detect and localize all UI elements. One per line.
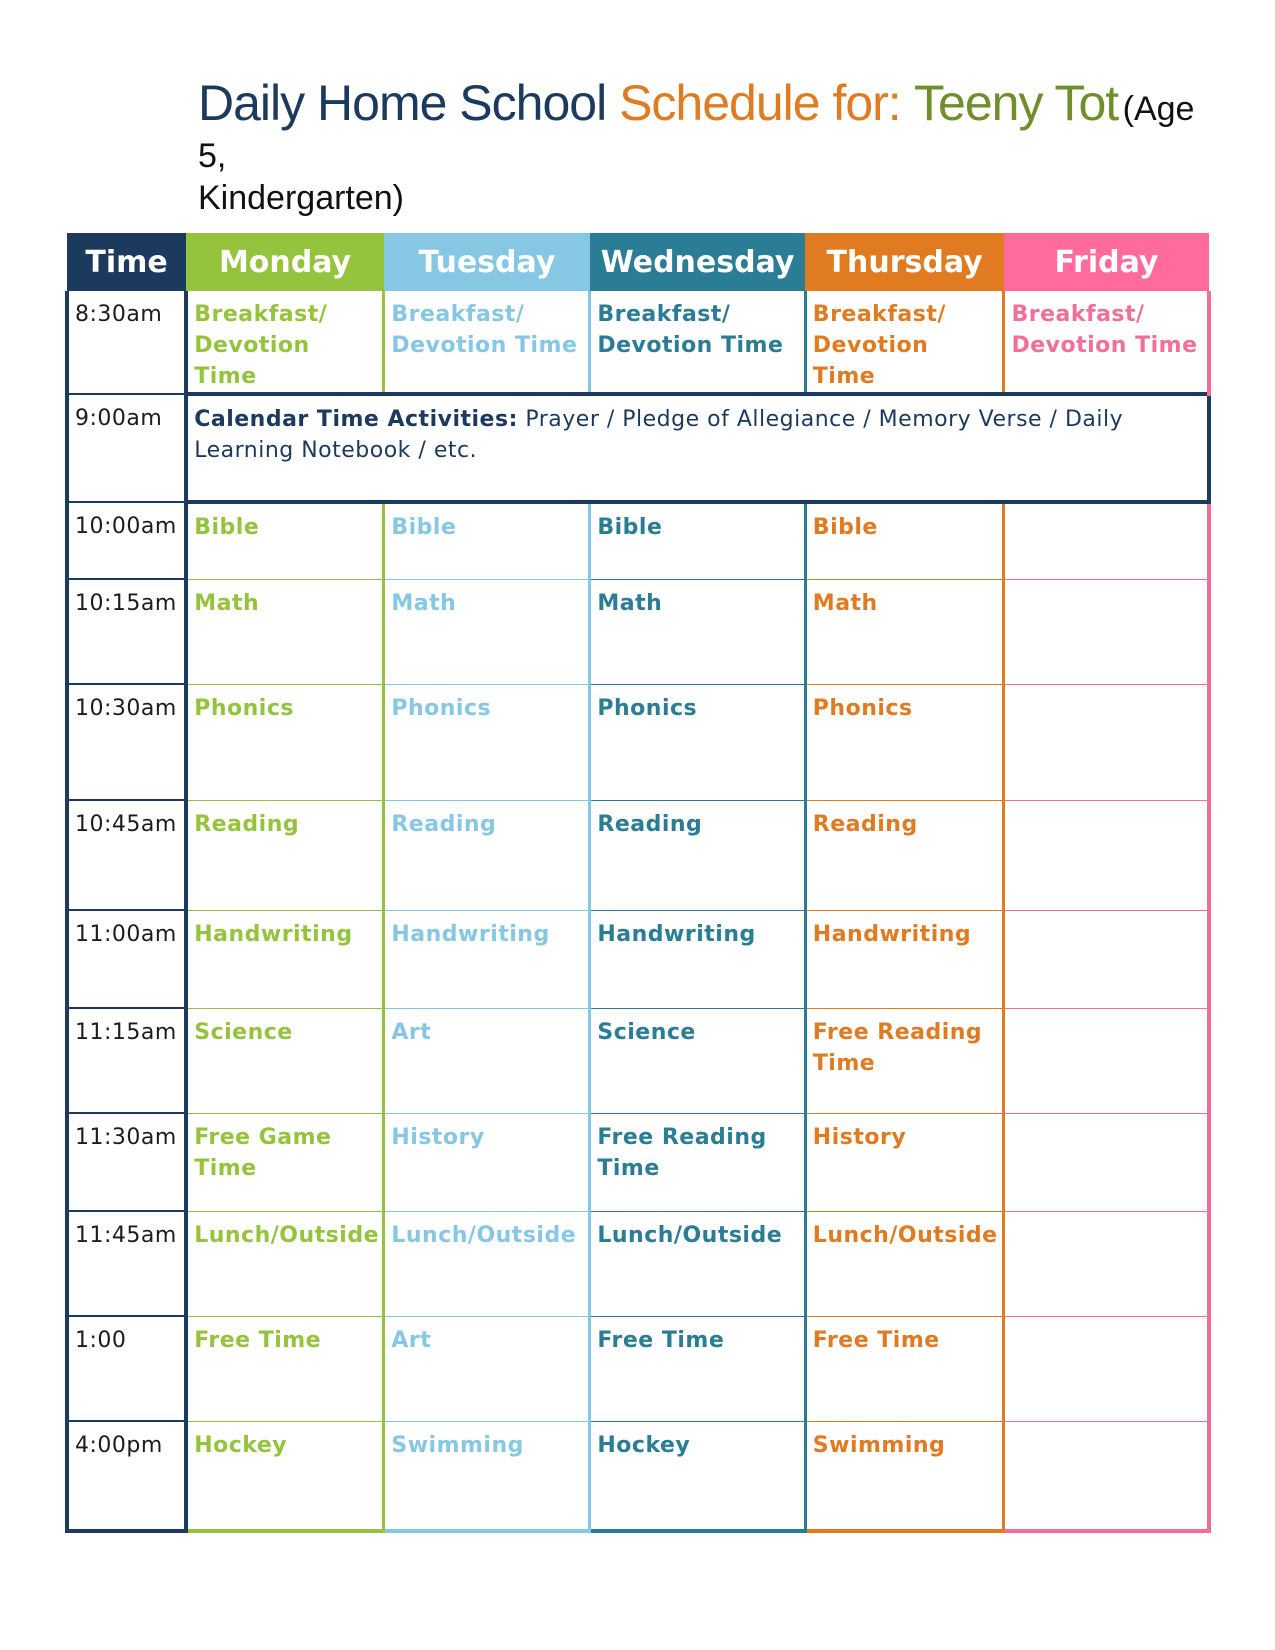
tuesday-cell: Phonics [383, 684, 592, 801]
wednesday-cell: Free Time [589, 1316, 807, 1422]
time-cell: 10:15am [64, 579, 189, 685]
header-tuesday: Tuesday [383, 233, 590, 291]
tuesday-cell: Math [383, 579, 592, 685]
wednesday-cell: Reading [589, 800, 807, 911]
tuesday-cell: Art [383, 1316, 592, 1422]
monday-cell: Free Time [186, 1316, 386, 1422]
header-wednesday: Wednesday [589, 233, 806, 291]
time-cell: 10:30am [64, 684, 189, 801]
friday-cell [1003, 1211, 1212, 1317]
time-cell: 11:00am [64, 910, 189, 1009]
thursday-cell: Breakfast/ Devotion Time [805, 291, 1006, 395]
monday-cell: Reading [186, 800, 386, 911]
tuesday-cell: Lunch/Outside [383, 1211, 592, 1317]
tuesday-cell: Swimming [383, 1421, 592, 1533]
wednesday-cell: Hockey [589, 1421, 807, 1533]
header-thursday: Thursday [805, 233, 1004, 291]
table-row: 11:45am Lunch/Outside Lunch/Outside Lunc… [64, 1211, 1212, 1317]
calendar-text: Prayer / Pledge of Allegiance / Memory V… [194, 407, 1124, 463]
table-row: 11:00am Handwriting Handwriting Handwrit… [64, 910, 1212, 1009]
tuesday-cell: Handwriting [383, 910, 592, 1009]
time-cell: 10:45am [64, 800, 189, 911]
time-cell: 1:00 [64, 1316, 189, 1422]
friday-cell: Breakfast/ Devotion Time [1003, 291, 1212, 395]
friday-cell [1003, 800, 1212, 911]
friday-cell [1003, 579, 1212, 685]
title-part-1: Daily Home School [198, 75, 620, 131]
friday-cell [1003, 1113, 1212, 1212]
monday-cell: Hockey [186, 1421, 386, 1533]
thursday-cell: Handwriting [805, 910, 1006, 1009]
tuesday-cell: Bible [383, 502, 592, 580]
wednesday-cell: Breakfast/ Devotion Time [589, 291, 807, 395]
header-time: Time [67, 233, 187, 291]
thursday-cell: Lunch/Outside [805, 1211, 1006, 1317]
table-row: 10:30am Phonics Phonics Phonics Phonics [64, 684, 1212, 801]
wednesday-cell: Math [589, 579, 807, 685]
time-cell: 4:00pm [64, 1421, 189, 1533]
thursday-cell: Math [805, 579, 1006, 685]
calendar-row: 9:00am Calendar Time Activities: Prayer … [64, 392, 1211, 504]
monday-cell: Free Game Time [186, 1113, 386, 1212]
time-cell: 11:30am [64, 1113, 189, 1212]
wednesday-cell: Handwriting [589, 910, 807, 1009]
table-row: 10:15am Math Math Math Math [64, 579, 1212, 685]
header-row: Time Monday Tuesday Wednesday Thursday F… [67, 233, 1209, 291]
table-row: 11:15am Science Art Science Free Reading… [64, 1008, 1212, 1114]
table-row: 10:00am Bible Bible Bible Bible [64, 502, 1212, 580]
tuesday-cell: History [383, 1113, 592, 1212]
table-row: 1:00 Free Time Art Free Time Free Time [64, 1316, 1212, 1422]
wednesday-cell: Lunch/Outside [589, 1211, 807, 1317]
thursday-cell: History [805, 1113, 1006, 1212]
header-monday: Monday [186, 233, 384, 291]
friday-cell [1003, 1008, 1212, 1114]
table-row: 8:30am Breakfast/ Devotion Time Breakfas… [64, 291, 1212, 395]
monday-cell: Phonics [186, 684, 386, 801]
time-cell: 11:45am [64, 1211, 189, 1317]
table-row: 11:30am Free Game Time History Free Read… [64, 1113, 1212, 1212]
time-cell: 9:00am [64, 394, 189, 503]
title-part-5: Kindergarten) [198, 179, 405, 217]
table-row: 10:45am Reading Reading Reading Reading [64, 800, 1212, 911]
wednesday-cell: Science [589, 1008, 807, 1114]
friday-cell [1003, 502, 1212, 580]
thursday-cell: Bible [805, 502, 1006, 580]
tuesday-cell: Breakfast/ Devotion Time [383, 291, 592, 395]
monday-cell: Science [186, 1008, 386, 1114]
thursday-cell: Free Reading Time [805, 1008, 1006, 1114]
friday-cell [1003, 910, 1212, 1009]
wednesday-cell: Bible [589, 502, 807, 580]
calendar-activities-cell: Calendar Time Activities: Prayer / Pledg… [184, 392, 1211, 504]
wednesday-cell: Free Reading Time [589, 1113, 807, 1212]
schedule-table: Time Monday Tuesday Wednesday Thursday F… [64, 233, 1212, 1533]
page-title: Daily Home School Schedule for: Teeny To… [198, 72, 1198, 220]
thursday-cell: Reading [805, 800, 1006, 911]
header-friday: Friday [1003, 233, 1209, 291]
tuesday-cell: Reading [383, 800, 592, 911]
time-cell: 10:00am [64, 502, 189, 580]
monday-cell: Lunch/Outside [186, 1211, 386, 1317]
monday-cell: Bible [186, 502, 386, 580]
title-part-4: (Age 5, [198, 90, 1195, 175]
monday-cell: Breakfast/ Devotion Time [186, 291, 386, 395]
time-cell: 8:30am [64, 291, 189, 395]
friday-cell [1003, 1421, 1212, 1533]
thursday-cell: Swimming [805, 1421, 1006, 1533]
calendar-label: Calendar Time Activities: [194, 407, 518, 432]
monday-cell: Math [186, 579, 386, 685]
title-part-2: Schedule for: [619, 75, 902, 131]
monday-cell: Handwriting [186, 910, 386, 1009]
friday-cell [1003, 684, 1212, 801]
friday-cell [1003, 1316, 1212, 1422]
title-part-3: Teeny Tot [914, 75, 1119, 131]
wednesday-cell: Phonics [589, 684, 807, 801]
thursday-cell: Free Time [805, 1316, 1006, 1422]
table-row: 4:00pm Hockey Swimming Hockey Swimming [64, 1421, 1212, 1533]
time-cell: 11:15am [64, 1008, 189, 1114]
thursday-cell: Phonics [805, 684, 1006, 801]
tuesday-cell: Art [383, 1008, 592, 1114]
